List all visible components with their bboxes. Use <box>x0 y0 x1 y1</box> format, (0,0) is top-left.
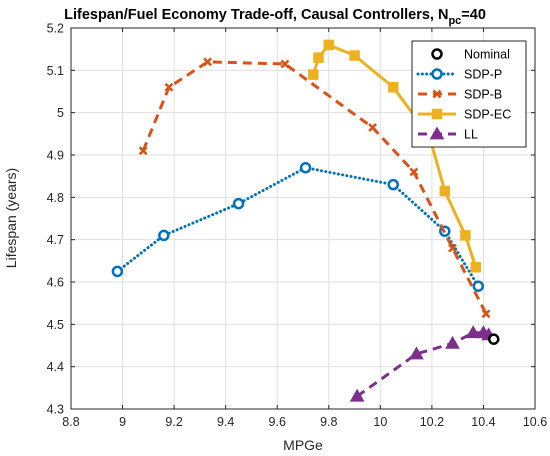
series-line-sdp-b <box>141 60 488 315</box>
legend-label-sdp-b: SDP-B <box>464 88 502 102</box>
legend-entry-nominal: Nominal <box>431 48 510 62</box>
legend-marker-sdp-p <box>431 68 443 80</box>
x-tick-label: 9 <box>119 415 126 429</box>
data-point-sdp-b <box>409 167 419 177</box>
legend-label-nominal: Nominal <box>464 48 510 62</box>
y-tick-label: 4.6 <box>47 276 64 290</box>
series-sdp-b <box>138 57 491 319</box>
y-tick-label: 5.2 <box>47 22 64 36</box>
data-point-sdp-b <box>138 146 148 156</box>
data-point-nominal <box>488 333 500 345</box>
data-point-sdp-p <box>232 197 245 210</box>
series-line-sdp-p <box>115 166 480 288</box>
data-point-sdp-ec <box>470 261 481 273</box>
data-point-sdp-ec <box>387 82 399 93</box>
data-point-sdp-b <box>368 123 378 132</box>
data-point-sdp-b <box>448 243 457 253</box>
x-tick-label: 10.6 <box>523 415 547 429</box>
legend-box <box>411 40 527 148</box>
series-nominal <box>488 333 500 345</box>
data-point-sdp-b <box>280 59 290 69</box>
legend-entry-sdp-ec: SDP-EC <box>418 108 511 122</box>
chart-title: Lifespan/Fuel Economy Trade-off, Causal … <box>64 7 486 27</box>
legend-label-sdp-ec: SDP-EC <box>464 108 511 122</box>
data-point-sdp-ec <box>439 185 451 197</box>
axis-ticks: 8.8 9 9.2 9.4 9.6 9.8 10 10.2 10.4 10.6 4.3 4.4 4.5 4… <box>47 22 548 430</box>
data-point-sdp-ec <box>349 50 360 61</box>
legend: Nominal SDP-P SDP-B SDP-EC LL <box>411 40 527 148</box>
data-point-sdp-ec <box>460 230 471 241</box>
x-tick-label: 10.4 <box>471 415 495 429</box>
data-point-sdp-p <box>299 161 312 174</box>
legend-entry-sdp-b: SDP-B <box>418 88 502 102</box>
x-tick-label: 10 <box>373 415 387 429</box>
plot-area-frame <box>70 27 536 410</box>
x-tick-label: 10.2 <box>420 415 444 429</box>
data-point-sdp-ec <box>308 69 319 80</box>
data-point-sdp-p <box>387 178 399 191</box>
y-tick-label: 4.4 <box>47 360 64 374</box>
x-axis-label: MPGe <box>283 437 323 453</box>
data-point-sdp-b <box>481 309 491 319</box>
legend-marker-ll <box>429 126 445 140</box>
y-tick-label: 4.7 <box>47 233 64 247</box>
series-ll <box>349 325 496 402</box>
data-point-sdp-p <box>158 229 170 242</box>
legend-marker-sdp-b <box>432 89 442 99</box>
y-tick-label: 4.3 <box>47 403 64 417</box>
x-tick-label: 9.4 <box>217 415 234 429</box>
y-tick-label: 4.8 <box>47 191 64 205</box>
data-point-sdp-ec <box>313 52 324 63</box>
series-sdp-p <box>111 161 485 292</box>
x-tick-label: 8.8 <box>62 415 79 429</box>
data-point-sdp-p <box>472 280 485 292</box>
y-tick-label: 4.9 <box>47 149 64 163</box>
x-tick-label: 9.2 <box>165 415 182 429</box>
data-point-ll <box>409 346 424 360</box>
data-point-sdp-ec <box>323 39 335 51</box>
data-point-ll <box>465 325 481 339</box>
y-tick-label: 4.5 <box>47 318 64 332</box>
y-axis-label: Lifespan (years) <box>3 168 19 268</box>
y-tick-label: 5 <box>57 106 64 120</box>
y-tick-label: 5.1 <box>47 64 64 78</box>
x-tick-label: 9.8 <box>320 415 337 429</box>
legend-marker-nominal <box>431 48 443 60</box>
data-point-ll <box>445 335 460 349</box>
legend-marker-sdp-ec <box>431 108 443 120</box>
data-point-ll <box>349 388 365 402</box>
series-line-ll <box>356 331 490 398</box>
data-point-sdp-b <box>203 57 213 67</box>
data-point-sdp-p <box>111 265 124 278</box>
data-point-sdp-b <box>164 82 174 92</box>
legend-entry-ll: LL <box>418 126 478 142</box>
legend-label-sdp-p: SDP-P <box>464 68 502 82</box>
legend-entry-sdp-p: SDP-P <box>416 68 502 82</box>
legend-label-ll: LL <box>464 128 478 142</box>
x-tick-label: 9.6 <box>269 415 286 429</box>
